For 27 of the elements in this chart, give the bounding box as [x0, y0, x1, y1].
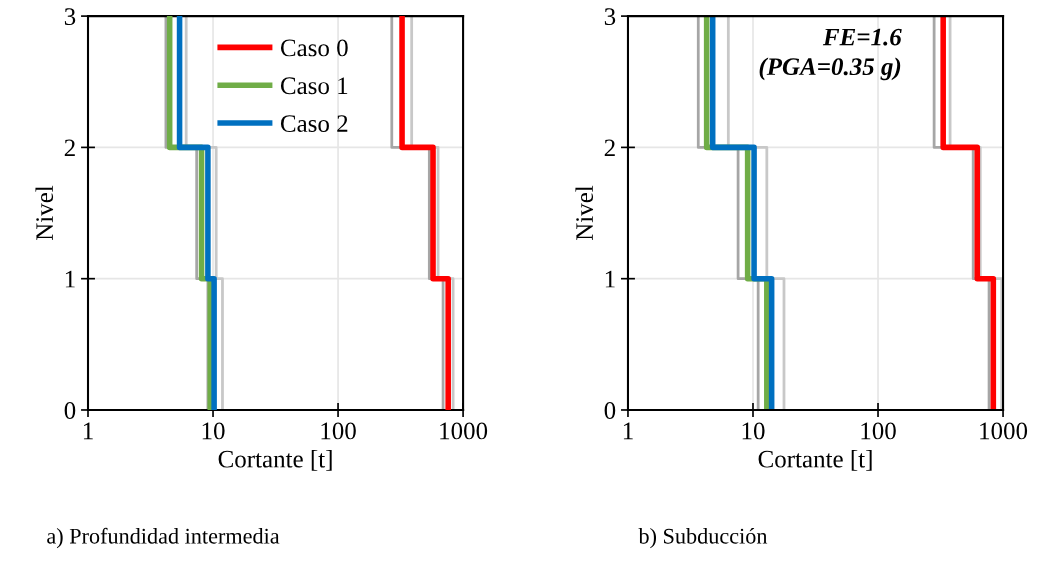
text: a) Profundidad intermedia: [47, 527, 280, 549]
annotation: FE=1.6 (PGA=0.35 g): [759, 28, 902, 81]
legend-label: Caso 1: [280, 77, 348, 95]
line-series: [184, 16, 224, 410]
y-tick-label: 1: [605, 270, 615, 288]
x-tick-label: 10: [202, 422, 225, 440]
legend-label: Caso 2: [280, 115, 348, 132]
y-axis-title: Nivel: [575, 185, 594, 241]
x-tick-label: 100: [861, 422, 896, 440]
x-tick-label: 1000: [440, 422, 488, 440]
y-tick-label: 1: [65, 270, 75, 288]
y-tick-label: 3: [64, 8, 76, 26]
x-tick-label: 100: [321, 422, 356, 440]
y-tick-label: 3: [604, 8, 616, 26]
y-axis-title: Nivel: [35, 185, 54, 241]
legend-label: Caso 0: [280, 39, 348, 57]
y-tick-label: 0: [604, 402, 616, 419]
y-tick-label: 2: [64, 139, 75, 157]
text: b) Subducción: [638, 527, 768, 549]
x-axis-title: Cortante [t]: [218, 450, 332, 471]
x-tick-label: 1: [623, 422, 633, 440]
x-axis-title: Cortante [t]: [758, 450, 872, 471]
x-tick-label: 1: [83, 422, 93, 440]
y-tick-label: 0: [64, 402, 76, 419]
x-tick-label: 1000: [980, 422, 1028, 440]
y-tick-label: 2: [604, 139, 615, 157]
x-tick-label: 10: [742, 422, 765, 440]
